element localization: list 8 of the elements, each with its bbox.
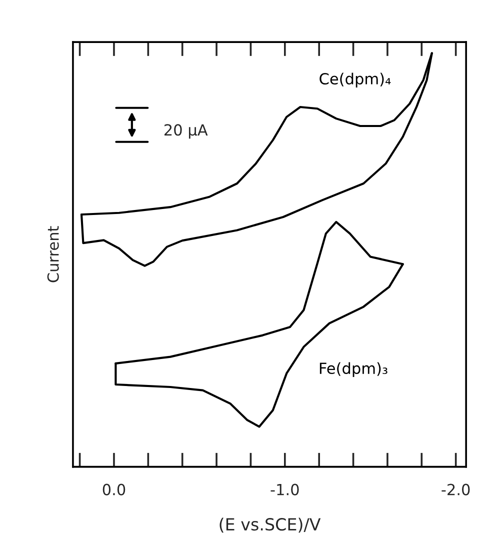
x-tick-label: -2.0 <box>442 484 470 496</box>
x-axis-title: (E vs.SCE)/V <box>220 518 321 533</box>
x-tick-label: -1.0 <box>270 484 299 496</box>
series-label: Ce(dpm)₄ <box>320 72 391 88</box>
x-tick-label: 0.0 <box>102 484 126 496</box>
annotation: 20 μA <box>164 124 208 139</box>
series-label: Fe(dpm)₃ <box>320 362 388 378</box>
y-axis-title: Current <box>47 226 59 282</box>
